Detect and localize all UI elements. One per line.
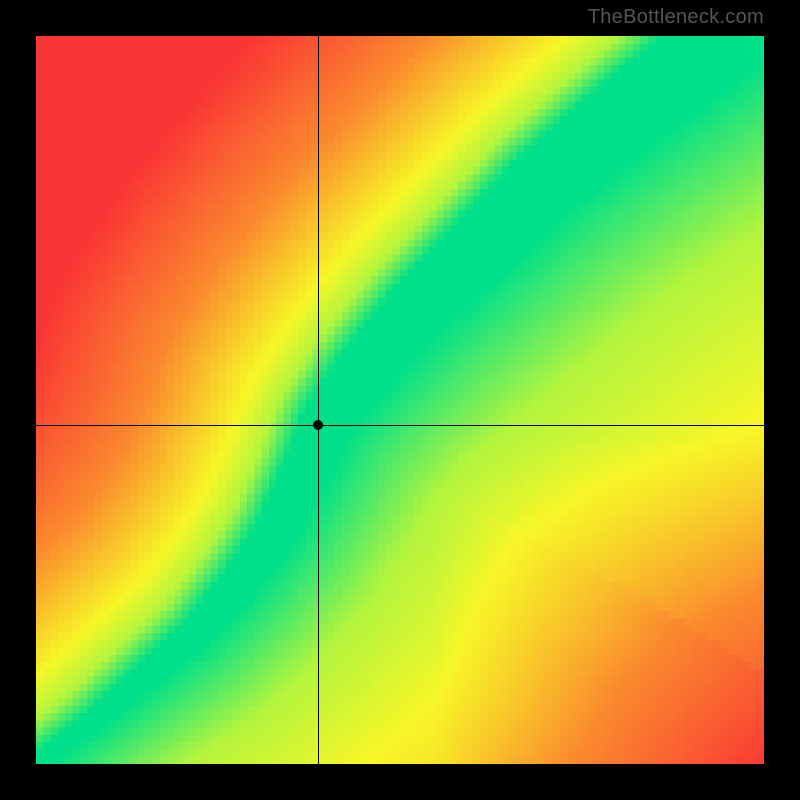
- chart-container: { "watermark": { "text": "TheBottleneck.…: [0, 0, 800, 800]
- crosshair-vertical: [318, 36, 319, 764]
- crosshair-horizontal: [36, 425, 764, 426]
- bottleneck-heatmap: [36, 36, 764, 764]
- watermark-text: TheBottleneck.com: [588, 6, 764, 29]
